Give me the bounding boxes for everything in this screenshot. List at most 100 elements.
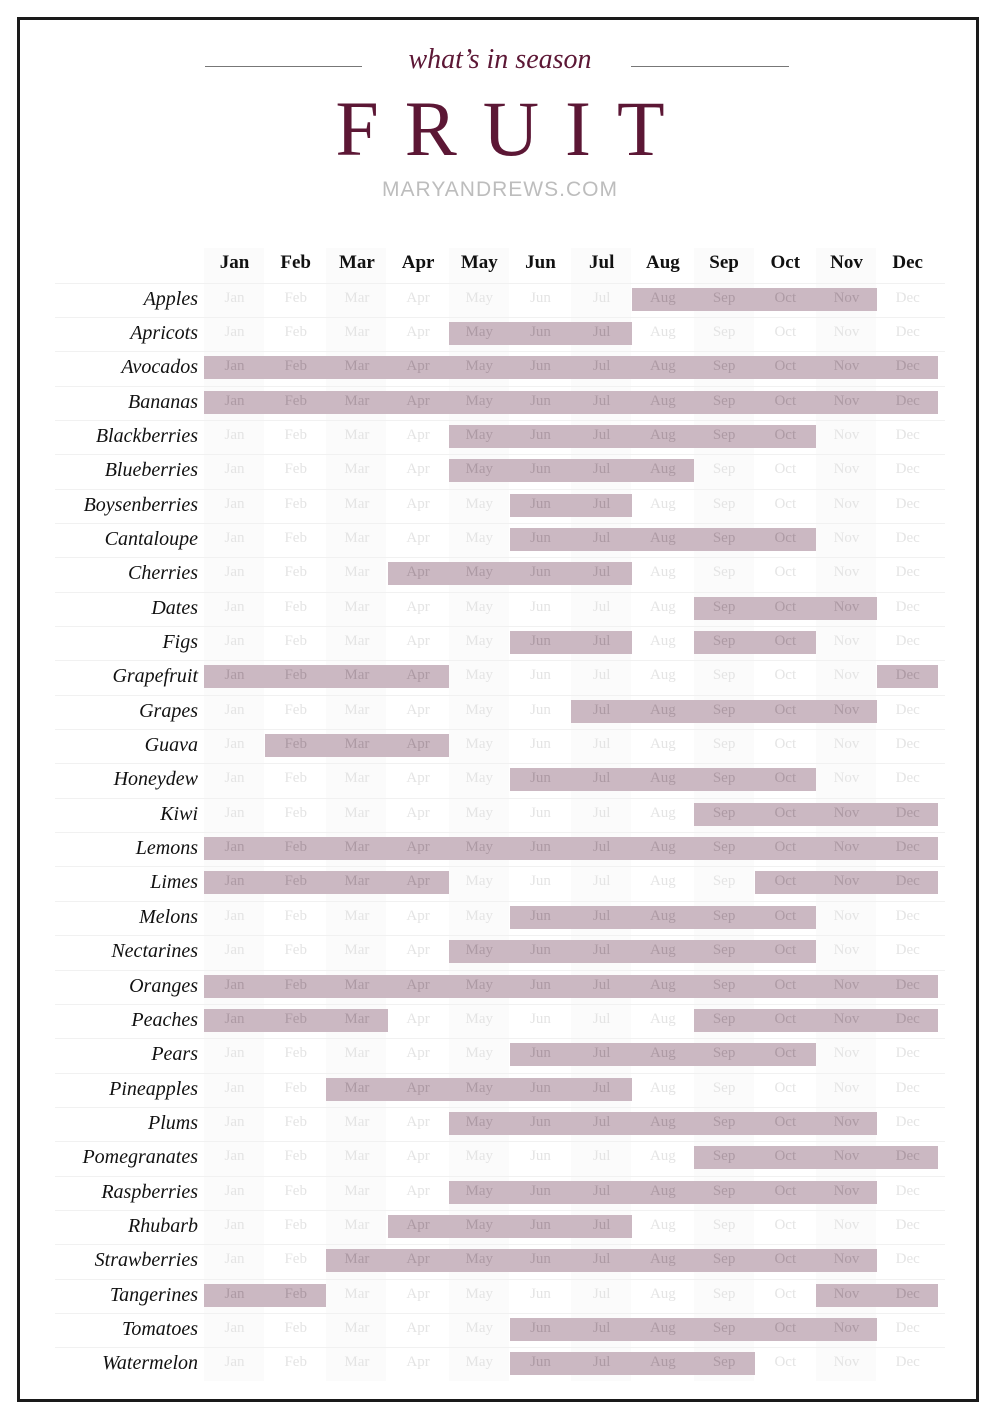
month-cell: Jun (530, 839, 551, 856)
fruit-label: Watermelon (102, 1352, 198, 1375)
month-cell: Jun (530, 942, 551, 959)
month-cell: Mar (344, 323, 370, 340)
month-cell: Jul (592, 1285, 611, 1302)
fruit-label: Limes (150, 871, 198, 894)
month-cell: Dec (895, 1216, 920, 1233)
month-cell: Jul (592, 804, 611, 821)
month-cell: Nov (833, 907, 860, 924)
month-cell: Mar (344, 392, 370, 409)
month-header: Dec (892, 252, 923, 273)
month-cell: Mar (344, 907, 370, 924)
month-cell: Jan (224, 1251, 245, 1268)
month-cell: Oct (774, 1216, 797, 1233)
month-cell: Feb (284, 1354, 307, 1371)
month-cell: Mar (344, 942, 370, 959)
row-divider (55, 729, 945, 731)
month-cell: Aug (649, 633, 676, 649)
fruit-label: Melons (139, 905, 198, 928)
month-cell: Oct (774, 1182, 797, 1199)
month-cell: Nov (833, 804, 860, 821)
month-cell: Apr (406, 1045, 430, 1062)
month-cell: Sep (712, 1079, 736, 1096)
month-cell: Nov (833, 1079, 860, 1096)
month-cell: Sep (712, 839, 736, 856)
month-cell: Apr (406, 598, 430, 615)
month-cell: Oct (774, 942, 797, 959)
month-cell: Aug (649, 1285, 676, 1302)
month-cell: May (465, 942, 494, 959)
row-divider (55, 282, 945, 284)
month-cell: Mar (344, 358, 370, 375)
fruit-label: Apricots (130, 321, 198, 344)
month-cell: Nov (833, 1010, 860, 1027)
season-bar (816, 1283, 939, 1307)
row-divider (55, 1038, 945, 1040)
row-divider (55, 1313, 945, 1314)
month-cell: Aug (649, 564, 676, 581)
month-cell: Oct (774, 529, 797, 546)
month-cell: Jun (530, 358, 551, 375)
month-cell: Feb (284, 736, 307, 753)
month-cell: Aug (649, 942, 676, 959)
month-cell: Aug (649, 976, 676, 993)
site-credit: MARYANDREWS.COM (382, 178, 618, 201)
month-cell: Jun (530, 1079, 551, 1096)
month-cell: Oct (774, 701, 797, 718)
month-cell: Jan (224, 770, 245, 787)
month-cell: Jan (224, 1010, 245, 1027)
fruit-label: Nectarines (111, 940, 198, 963)
month-cell: Mar (344, 1182, 370, 1199)
month-cell: Jul (592, 907, 611, 924)
month-cell: May (465, 1113, 494, 1130)
month-cell: Apr (406, 323, 430, 340)
row-divider (55, 694, 945, 696)
month-cell: Feb (284, 907, 307, 924)
month-cell: Jan (224, 1285, 245, 1302)
season-bar (510, 1043, 816, 1067)
month-cell: Jun (530, 1285, 551, 1302)
season-bar (510, 631, 633, 654)
row-divider (55, 385, 945, 387)
month-cell: Jan (224, 804, 245, 821)
month-cell: Jun (530, 633, 551, 649)
page-title: FRUIT (335, 85, 691, 172)
month-cell: Feb (284, 1148, 307, 1165)
month-cell: Jun (530, 426, 551, 443)
month-cell: Sep (712, 1010, 736, 1027)
month-header: Mar (338, 252, 375, 273)
season-bar (448, 424, 816, 448)
month-cell: Jun (530, 736, 551, 753)
month-cell: Dec (895, 976, 920, 993)
month-cell: Jan (224, 701, 245, 718)
month-cell: Jan (224, 1216, 245, 1233)
fruit-label: Pomegranates (82, 1146, 198, 1169)
month-cell: Jan (224, 839, 245, 856)
fruit-label: Peaches (131, 1008, 198, 1031)
season-bar (754, 871, 939, 895)
month-cell: Sep (712, 736, 736, 753)
month-cell: Feb (284, 1045, 307, 1062)
month-cell: Sep (712, 1148, 736, 1165)
month-cell: Oct (774, 1148, 797, 1165)
month-cell: Nov (833, 736, 860, 753)
season-bar (387, 562, 633, 586)
month-cell: Oct (774, 736, 797, 753)
month-cell: May (465, 1354, 494, 1371)
month-cell: Nov (833, 1113, 860, 1130)
month-cell: Jul (592, 495, 611, 512)
month-cell: Nov (833, 495, 860, 512)
month-cell: Dec (895, 426, 920, 443)
fruit-label: Cherries (128, 562, 198, 585)
month-cell: May (465, 289, 494, 306)
month-cell: Apr (406, 1182, 430, 1199)
season-bar (265, 734, 449, 758)
month-cell: Aug (649, 1113, 676, 1130)
month-cell: Sep (712, 1251, 736, 1268)
month-cell: Nov (833, 461, 860, 478)
month-cell: May (465, 976, 494, 993)
month-cell: Sep (712, 358, 736, 375)
month-cell: Mar (344, 598, 370, 615)
month-cell: Nov (833, 323, 860, 340)
month-cell: Aug (649, 289, 676, 306)
season-bar (510, 768, 816, 792)
